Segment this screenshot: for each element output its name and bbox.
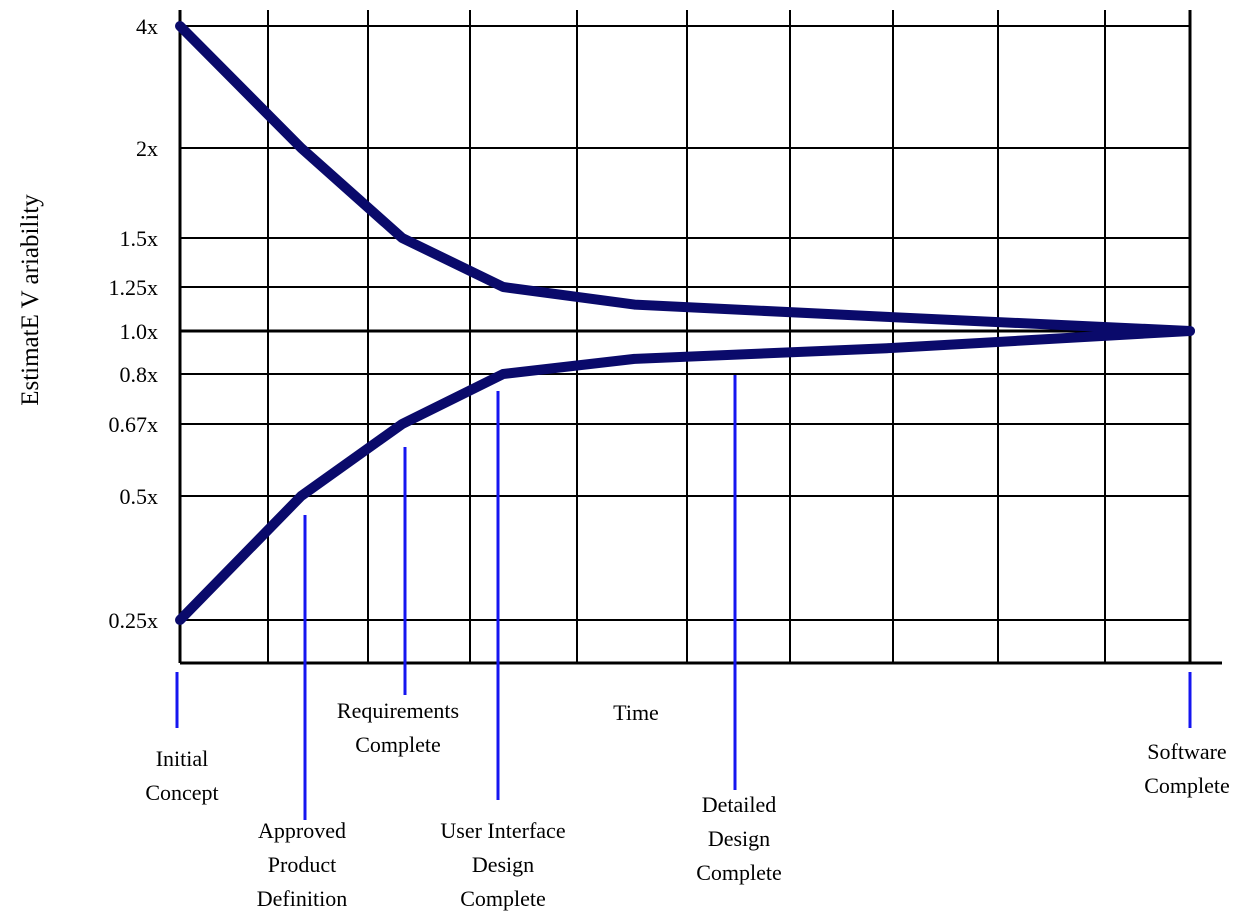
milestone-label: User Interface Design Complete — [440, 818, 565, 911]
axes — [178, 10, 1222, 665]
milestone-label: Detailed Design Complete — [696, 792, 782, 885]
milestone-label: Initial Concept — [145, 746, 218, 805]
y-tick-label: 1.0x — [120, 319, 159, 344]
y-axis-label: EstimatE V ariability — [17, 194, 44, 406]
labels: EstimatE V ariability Time 4x 2x 1.5x 1.25x… — [17, 14, 1230, 911]
y-tick-label: 0.67x — [109, 412, 159, 437]
milestone-label: Requirements Complete — [337, 698, 459, 757]
x-axis-label: Time — [613, 700, 659, 725]
grid — [180, 10, 1190, 663]
milestone-label: Software Complete — [1144, 739, 1230, 798]
y-tick-label: 1.5x — [120, 226, 159, 251]
y-tick-label: 1.25x — [109, 275, 159, 300]
y-tick-label: 0.8x — [120, 362, 159, 387]
series-upper-line — [175, 21, 1195, 336]
milestone-label: Approved Product Definition — [257, 818, 347, 911]
y-tick-label: 4x — [136, 14, 158, 39]
series — [175, 21, 1195, 625]
milestone-markers — [175, 375, 1192, 820]
y-tick-label: 0.5x — [120, 484, 159, 509]
y-tick-label: 0.25x — [109, 608, 159, 633]
y-tick-label: 2x — [136, 136, 158, 161]
series-lower-line — [175, 326, 1195, 625]
